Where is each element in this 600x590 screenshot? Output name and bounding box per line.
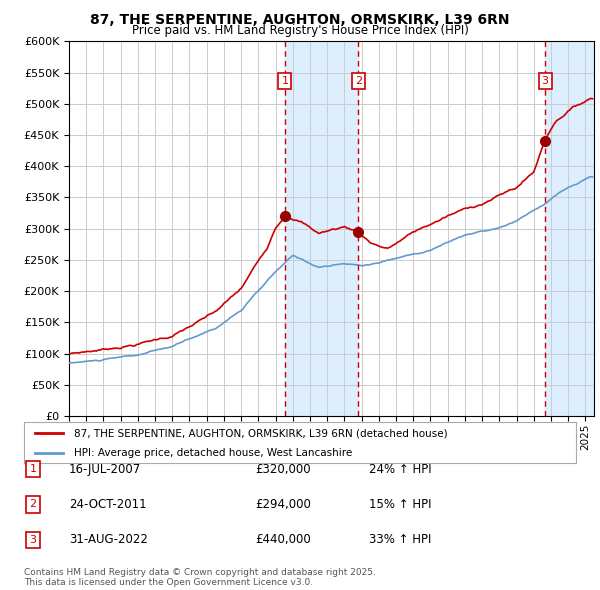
Text: 16-JUL-2007: 16-JUL-2007 [69,463,141,476]
Text: 3: 3 [29,535,37,545]
Text: £320,000: £320,000 [255,463,311,476]
Text: 31-AUG-2022: 31-AUG-2022 [69,533,148,546]
Text: HPI: Average price, detached house, West Lancashire: HPI: Average price, detached house, West… [74,448,352,458]
Text: 3: 3 [542,76,548,86]
Text: 87, THE SERPENTINE, AUGHTON, ORMSKIRK, L39 6RN: 87, THE SERPENTINE, AUGHTON, ORMSKIRK, L… [90,13,510,27]
Text: 87, THE SERPENTINE, AUGHTON, ORMSKIRK, L39 6RN (detached house): 87, THE SERPENTINE, AUGHTON, ORMSKIRK, L… [74,428,448,438]
Text: 1: 1 [29,464,37,474]
Text: 24-OCT-2011: 24-OCT-2011 [69,498,146,511]
Text: Price paid vs. HM Land Registry's House Price Index (HPI): Price paid vs. HM Land Registry's House … [131,24,469,37]
Text: £440,000: £440,000 [255,533,311,546]
Bar [285,41,358,416]
Text: 15% ↑ HPI: 15% ↑ HPI [369,498,431,511]
Text: 24% ↑ HPI: 24% ↑ HPI [369,463,431,476]
Text: 33% ↑ HPI: 33% ↑ HPI [369,533,431,546]
Text: 1: 1 [281,76,289,86]
Text: £294,000: £294,000 [255,498,311,511]
Bar [545,41,594,416]
Text: Contains HM Land Registry data © Crown copyright and database right 2025.
This d: Contains HM Land Registry data © Crown c… [24,568,376,587]
Text: 2: 2 [355,76,362,86]
Text: 2: 2 [29,500,37,509]
